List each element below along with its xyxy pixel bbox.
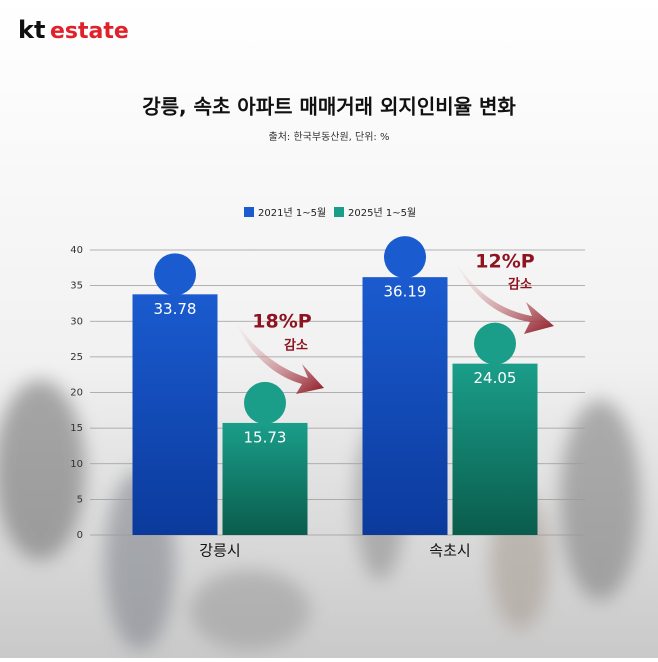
legend-label: 2025년 1~5월 bbox=[348, 207, 416, 219]
bar bbox=[132, 294, 218, 535]
y-tick-label: 30 bbox=[70, 316, 83, 327]
trend-arrow bbox=[456, 262, 554, 334]
y-tick-label: 10 bbox=[70, 459, 83, 470]
chart-title: 강릉, 속초 아파트 매매거래 외지인비율 변화 bbox=[142, 95, 516, 119]
x-tick-label: 강릉시 bbox=[199, 542, 240, 560]
value-label: 15.73 bbox=[244, 428, 287, 446]
bar-cap bbox=[244, 381, 286, 424]
annotation-subtext: 감소 bbox=[508, 278, 532, 293]
trend-arrow bbox=[236, 322, 324, 394]
y-tick-label: 20 bbox=[70, 388, 83, 399]
bar-cap bbox=[474, 322, 516, 365]
y-tick-label: 40 bbox=[70, 245, 83, 256]
value-label: 33.78 bbox=[154, 300, 197, 318]
legend-swatch bbox=[334, 207, 344, 217]
y-tick-label: 35 bbox=[70, 281, 83, 292]
bar-cap bbox=[384, 236, 426, 279]
annotation-subtext: 감소 bbox=[284, 339, 308, 354]
bar-cap bbox=[154, 253, 196, 296]
legend-label: 2021년 1~5월 bbox=[258, 207, 326, 219]
annotation-text: 18%P bbox=[252, 311, 311, 333]
annotation-text: 12%P bbox=[475, 251, 534, 273]
value-label: 36.19 bbox=[384, 283, 427, 301]
bar bbox=[222, 422, 308, 535]
x-tick-label: 속초시 bbox=[429, 542, 470, 560]
y-tick-label: 0 bbox=[77, 530, 83, 541]
legend-swatch bbox=[244, 207, 254, 217]
y-tick-label: 5 bbox=[77, 494, 83, 505]
value-label: 24.05 bbox=[474, 369, 517, 387]
y-tick-label: 15 bbox=[70, 423, 83, 434]
chart-subtitle: 출처: 한국부동산원, 단위: % bbox=[269, 130, 390, 143]
bar bbox=[452, 363, 538, 535]
logo-name: estate bbox=[50, 19, 129, 44]
y-tick-label: 25 bbox=[70, 352, 83, 363]
bar bbox=[362, 277, 448, 535]
logo-brand: kt bbox=[18, 16, 45, 44]
